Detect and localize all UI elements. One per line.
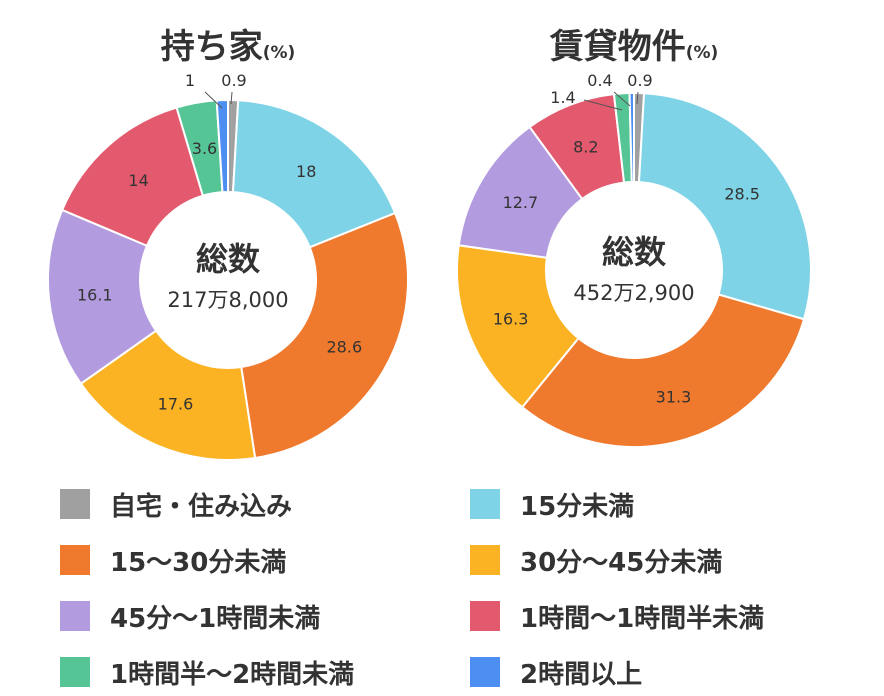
chart-unit: (%) — [263, 43, 296, 63]
legend-swatch — [60, 489, 90, 519]
slice-label: 18 — [296, 162, 316, 181]
slice-label: 8.2 — [573, 138, 598, 157]
slice-label: 12.7 — [503, 193, 539, 212]
legend-swatch — [470, 489, 500, 519]
slice-label: 0.9 — [221, 71, 246, 90]
slice-labels: 0.9 18 28.6 17.6 16.1 14 3.6 1 — [77, 71, 362, 413]
svg-text:賃貸物件(%): 賃貸物件(%) — [549, 27, 719, 67]
slice-label: 31.3 — [656, 387, 692, 406]
leader-line — [204, 91, 223, 109]
chart-rental: 賃貸物件(%) 0.928.531.316.312.78.21.40.4 総数 … — [456, 27, 812, 448]
legend-item: 2時間以上 — [470, 652, 642, 692]
legend-swatch — [60, 545, 90, 575]
legend-label: 15分未満 — [520, 491, 635, 522]
chart-title: 持ち家 — [161, 27, 263, 67]
legend-label: 1時間半〜2時間未満 — [110, 659, 355, 690]
legend-label: 1時間〜1時間半未満 — [520, 603, 765, 634]
donut-slices — [456, 91, 812, 448]
slice-label: 3.6 — [192, 139, 217, 158]
donut-slices — [47, 98, 409, 461]
legend-swatch — [470, 545, 500, 575]
leader-line — [583, 99, 623, 111]
legend-item: 15分未満 — [470, 484, 634, 524]
legend-item: 1時間〜1時間半未満 — [470, 596, 764, 636]
legend-item: 1時間半〜2時間未満 — [60, 652, 354, 692]
slice-label: 16.1 — [77, 285, 113, 304]
legend-swatch — [470, 657, 500, 687]
legend-label: 自宅・住み込み — [110, 491, 293, 522]
legend-swatch — [60, 657, 90, 687]
center-title: 総数 — [602, 233, 667, 271]
slice-labels: 0.9 28.5 31.3 16.3 12.7 8.2 1.4 0.4 — [493, 71, 760, 406]
slice-label: 1 — [185, 71, 195, 90]
center-value: 452万2,900 — [573, 281, 694, 305]
center-value: 217万8,000 — [167, 288, 288, 312]
leader-line — [636, 91, 639, 105]
chart-owned-home: 持ち家(%) 0.9 18 28.6 17.6 16.1 14 3.6 1 総数 217万8,… — [47, 27, 409, 461]
donut-hole — [546, 182, 722, 358]
leader-line — [613, 91, 631, 107]
slice-label: 1.4 — [550, 88, 575, 107]
leader-line — [230, 91, 233, 105]
slice-label: 28.6 — [327, 338, 363, 357]
legend-label: 30分〜45分未満 — [520, 547, 723, 578]
legend-label: 15〜30分未満 — [110, 547, 287, 578]
slice-label: 0.9 — [627, 71, 652, 90]
legend-swatch — [60, 601, 90, 631]
legend-swatch — [470, 601, 500, 631]
legend-label: 45分〜1時間未満 — [110, 603, 321, 634]
legend-label: 2時間以上 — [520, 659, 643, 690]
chart-unit: (%) — [686, 43, 719, 63]
legend-item: 自宅・住み込み — [60, 484, 292, 524]
legend-item: 15〜30分未満 — [60, 540, 286, 580]
svg-text:持ち家(%): 持ち家(%) — [161, 27, 296, 67]
legend-item: 30分〜45分未満 — [470, 540, 722, 580]
legend-item: 45分〜1時間未満 — [60, 596, 320, 636]
slice-label: 16.3 — [493, 309, 529, 328]
chart-title: 賃貸物件 — [549, 27, 686, 67]
donut-hole — [140, 192, 316, 368]
slice-label: 0.4 — [587, 71, 612, 90]
slice-label: 17.6 — [158, 394, 194, 413]
slice-label: 14 — [128, 171, 148, 190]
center-title: 総数 — [196, 240, 261, 278]
slice-label: 28.5 — [724, 184, 760, 203]
